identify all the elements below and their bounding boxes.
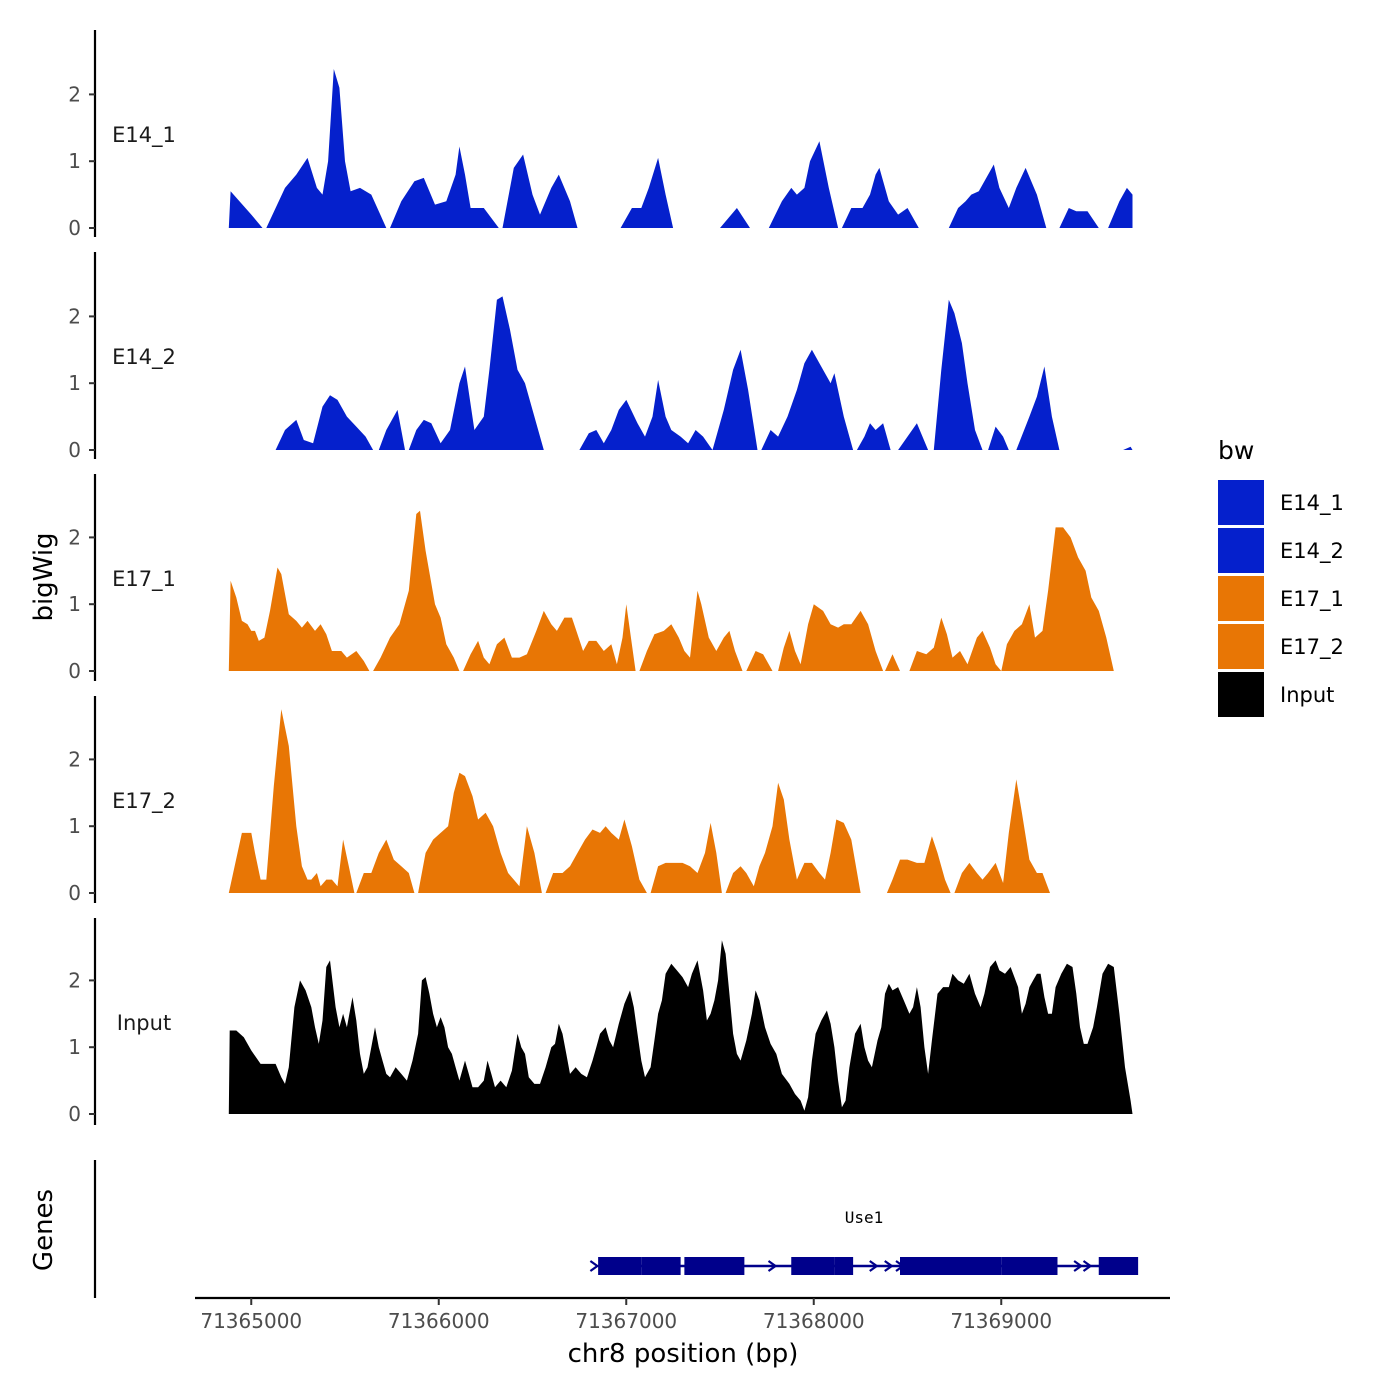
strand-arrow	[884, 1260, 894, 1272]
legend-item-input: Input	[1218, 672, 1334, 717]
track-e14-1: 0 1 2 E14_1	[68, 30, 1133, 240]
tracks-layer: 0 1 2 E14_1 0 1 2 E14_2 0 1 2 E17_1 0 1 2 E17_2 0 1 2 Input	[68, 30, 1133, 1126]
gene-exon	[1098, 1257, 1139, 1275]
legend-item-e17-2: E17_2	[1218, 624, 1344, 669]
y-tick-label: 2	[68, 968, 81, 992]
gene-exon	[900, 1257, 1002, 1275]
genes-layer: Use1	[93, 1160, 1139, 1298]
track-label: E17_2	[112, 789, 176, 814]
y-tick-label: 1	[68, 371, 81, 395]
strand-arrow	[767, 1260, 778, 1272]
gene-name-label: Use1	[845, 1208, 884, 1227]
x-tick-label: 71368000	[763, 1309, 865, 1333]
gene-exon	[684, 1257, 745, 1275]
track-e14-2: 0 1 2 E14_2	[68, 252, 1133, 462]
strand-arrow	[589, 1260, 600, 1272]
strand-arrow	[869, 1260, 879, 1272]
y-tick-label: 0	[68, 216, 81, 240]
track-label: E17_1	[112, 567, 176, 592]
legend-swatch	[1218, 576, 1264, 621]
y-tick-label: 2	[68, 525, 81, 549]
y-tick-label: 1	[68, 149, 81, 173]
legend-item-e17-1: E17_1	[1218, 576, 1344, 621]
legend: bw E14_1 E14_2 E17_1 E17_2 Input	[1218, 436, 1344, 717]
legend-label: E14_2	[1280, 539, 1344, 564]
gene-exon	[834, 1257, 854, 1275]
x-tick-label: 71369000	[950, 1309, 1052, 1333]
legend-swatch	[1218, 672, 1264, 717]
gene-exon	[598, 1257, 642, 1275]
y-tick-label: 1	[68, 1035, 81, 1059]
legend-swatch	[1218, 624, 1264, 669]
legend-item-e14-2: E14_2	[1218, 528, 1344, 573]
track-e17-1: 0 1 2 E17_1	[68, 474, 1133, 683]
track-label: E14_1	[112, 123, 176, 148]
y-tick-label: 2	[68, 304, 81, 328]
area-e17-1	[228, 510, 1133, 671]
y-tick-label: 2	[68, 747, 81, 771]
legend-label: Input	[1280, 683, 1334, 707]
area-input	[228, 940, 1133, 1114]
gene-exon	[641, 1257, 681, 1275]
strand-arrow	[1073, 1260, 1084, 1272]
track-input: 0 1 2 Input	[68, 918, 1133, 1126]
y-tick-label: 1	[68, 592, 81, 616]
area-e17-2	[228, 709, 1133, 893]
y-tick-label: 0	[68, 881, 81, 905]
track-label: Input	[117, 1011, 171, 1035]
x-tick-label: 71365000	[200, 1309, 302, 1333]
y-tick-label: 1	[68, 814, 81, 838]
area-e14-2	[275, 296, 1133, 450]
x-tick-label: 71366000	[388, 1309, 490, 1333]
y-tick-label: 2	[68, 82, 81, 106]
x-axis: 71365000 71366000 71367000 71368000 71369000	[195, 1296, 1170, 1333]
gene-exon	[1001, 1257, 1058, 1275]
legend-label: E17_2	[1280, 635, 1344, 660]
legend-title: bw	[1218, 436, 1254, 465]
x-axis-title: chr8 position (bp)	[568, 1339, 799, 1369]
legend-swatch	[1218, 528, 1264, 573]
y-tick-label: 0	[68, 659, 81, 683]
legend-item-e14-1: E14_1	[1218, 480, 1344, 525]
legend-label: E17_1	[1280, 587, 1344, 612]
genes-axis-title: Genes	[29, 1189, 59, 1271]
legend-swatch	[1218, 480, 1264, 525]
gene-exon	[791, 1257, 835, 1275]
legend-label: E14_1	[1280, 491, 1344, 516]
y-axis-title: bigWig	[29, 532, 59, 621]
y-tick-label: 0	[68, 1102, 81, 1126]
y-tick-label: 0	[68, 438, 81, 462]
strand-arrow	[1082, 1260, 1093, 1272]
track-label: E14_2	[112, 345, 176, 370]
x-tick-label: 71367000	[575, 1309, 677, 1333]
area-e14-1	[228, 69, 1133, 228]
track-e17-2: 0 1 2 E17_2	[68, 696, 1133, 905]
